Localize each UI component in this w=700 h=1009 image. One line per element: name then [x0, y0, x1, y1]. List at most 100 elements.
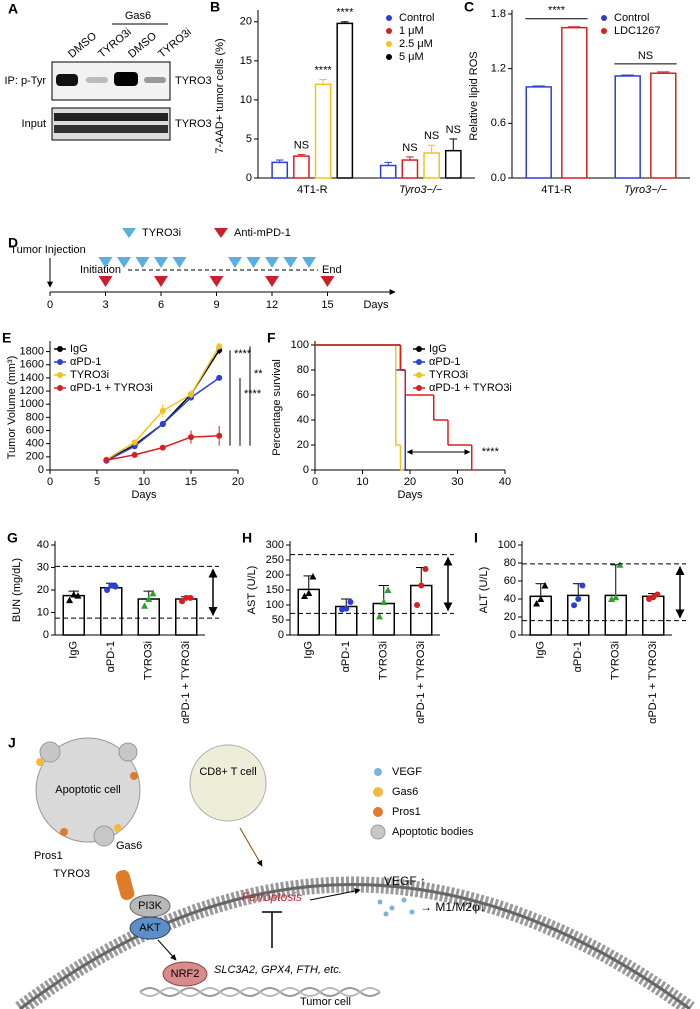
data-point [343, 605, 350, 612]
y-tick-label: 40 [37, 539, 49, 551]
pd1-dose [209, 276, 224, 287]
x-tick-label: αPD-1 [105, 641, 117, 672]
panel-j: J Apoptotic cell Pros1 Gas6 CD8+ T cell … [8, 735, 695, 1009]
x-tick-label: IgG [68, 641, 80, 659]
gas6-label: Gas6 [116, 840, 142, 852]
panel-letter: E [2, 330, 11, 346]
legend-marker [57, 346, 63, 352]
y-axis-label: Relative lipid ROS [468, 51, 480, 140]
tyro3i-dose [135, 257, 150, 268]
data-point [347, 599, 354, 605]
x-axis-label: Days [363, 299, 389, 311]
band [54, 125, 168, 133]
pd1-dose [154, 276, 168, 287]
bar [650, 72, 677, 179]
comparison-label: **** [548, 5, 566, 17]
x-tick-label: TYRO3i [610, 641, 622, 680]
akt-label: AKT [139, 922, 161, 934]
bar [423, 152, 440, 179]
x-tick-label: 3 [102, 299, 108, 311]
panel-letter: C [464, 0, 474, 15]
pi3k-label: PI3K [138, 900, 163, 912]
bar [444, 149, 462, 179]
y-tick-label: 20 [297, 439, 309, 451]
y-tick-label: 0 [510, 629, 516, 641]
lane-label: TYRO3i [96, 26, 134, 60]
membrane-core [19, 883, 691, 1009]
legend-marker [57, 385, 63, 391]
y-tick-label: 0 [38, 464, 44, 476]
y-tick-label: 1.2 [491, 63, 506, 75]
data-point [216, 374, 223, 381]
data-point [159, 444, 166, 451]
y-axis-label: Tumor Volume (mm³) [6, 356, 18, 460]
lane-label: DMSO [66, 30, 99, 61]
band [56, 74, 78, 86]
y-axis-label: AST (U/L) [246, 566, 258, 615]
legend-label: Control [614, 12, 649, 24]
x-tick-label: 15 [321, 299, 333, 311]
x-tick-label: 5 [94, 476, 100, 488]
legend-marker [386, 54, 392, 60]
y-tick-label: 0.6 [491, 117, 506, 129]
apoptotic-cell [35, 737, 141, 843]
x-tick-label: 10 [138, 476, 150, 488]
legend-marker [386, 28, 392, 34]
x-tick-label: 15 [185, 476, 197, 488]
comparison-label: **** [234, 348, 252, 360]
panel-letter: I [474, 530, 478, 546]
legend-label: αPD-1 + TYRO3i [70, 382, 153, 394]
data-point [301, 592, 309, 599]
legend-label: 5 μM [399, 51, 424, 63]
data-point [149, 589, 157, 597]
dna [139, 987, 381, 997]
protein-label: TYRO3 [175, 118, 212, 130]
data-point [612, 593, 620, 601]
vegf-dot [377, 899, 383, 905]
row-label: IP: p-Tyr [4, 75, 46, 87]
nrf2-label: NRF2 [171, 968, 200, 980]
y-tick-label: 0 [43, 629, 49, 641]
akt [129, 916, 171, 940]
y-tick-label: 20 [240, 16, 252, 28]
x-tick-label: Tyro3−/− [399, 184, 443, 196]
pd1-dose [320, 276, 335, 287]
data-point [216, 432, 223, 439]
data-point [183, 594, 190, 601]
legend-label: Control [399, 12, 434, 24]
legend-label: Apoptotic bodies [392, 826, 474, 838]
x-tick-label: 9 [213, 299, 219, 311]
legend-marker [601, 28, 607, 34]
lane-label: TYRO3i [156, 26, 194, 60]
gas6 [114, 824, 122, 832]
cell-label: Apoptotic cell [55, 784, 120, 796]
comparison-label: ** [254, 368, 263, 380]
data-point [608, 595, 616, 602]
y-tick-label: 0 [303, 464, 309, 476]
data-point [616, 561, 624, 568]
y-tick-label: 0 [246, 172, 252, 184]
apoptotic-body [93, 825, 115, 847]
data-point [305, 589, 313, 596]
pros1 [130, 772, 138, 780]
y-tick-label: 20 [504, 611, 516, 623]
apoptotic-body [118, 742, 138, 762]
vegf-dot [409, 909, 415, 915]
legend-label: αPD-1 + TYRO3i [429, 382, 512, 394]
ferroptosis-label: Ferroptosis [242, 890, 302, 904]
y-tick-label: 5 [246, 133, 252, 145]
data-point [159, 407, 166, 414]
data-point [654, 591, 661, 598]
y-tick-label: 15 [240, 55, 252, 67]
data-point [188, 391, 194, 398]
bar [293, 155, 310, 179]
data-point [384, 586, 392, 593]
data-point [216, 343, 223, 350]
y-tick-label: 10 [240, 94, 252, 106]
y-tick-label: 0.0 [491, 172, 506, 184]
tyro3i-dose [117, 257, 131, 268]
legend-gas6 [373, 787, 383, 797]
panel-letter: G [7, 530, 18, 546]
x-tick-label: TYRO3i [378, 641, 390, 680]
blot [51, 107, 171, 141]
